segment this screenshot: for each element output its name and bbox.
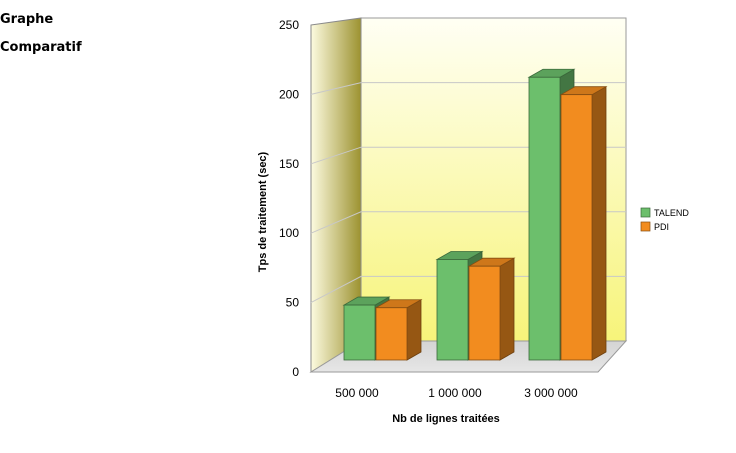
legend-swatch (640, 207, 651, 218)
x-tick-label: 1 000 000 (428, 386, 482, 400)
x-axis-title: Nb de lignes traitées (392, 413, 500, 425)
bar-front (528, 76, 561, 361)
bar-front (343, 304, 376, 361)
legend-swatch (640, 221, 651, 232)
x-axis-ticks: 500 000 1 000 000 3 000 000 (335, 386, 578, 400)
y-tick-label: 50 (286, 296, 300, 310)
heading-line-2: Comparatif (0, 40, 82, 55)
bar-side (591, 85, 607, 361)
page-heading: Graphe Comparatif (0, 6, 200, 62)
y-tick-label: 0 (292, 365, 299, 379)
x-tick-label: 500 000 (335, 386, 379, 400)
bar-front (468, 265, 501, 361)
bar (559, 85, 608, 361)
bar-side (406, 299, 422, 361)
bars (342, 68, 608, 361)
y-axis-ticks: 0 50 100 150 200 250 (279, 18, 299, 379)
bar (374, 299, 423, 361)
bar-side (499, 257, 515, 361)
bar-front (375, 307, 408, 361)
y-tick-label: 200 (279, 87, 299, 101)
y-tick-label: 150 (279, 157, 299, 171)
legend-label: TALEND (654, 208, 689, 218)
x-tick-label: 3 000 000 (524, 386, 578, 400)
legend: TALEND PDI (640, 207, 689, 232)
y-axis-title: Tps de traitement (sec) (257, 151, 269, 272)
bar-front (560, 94, 593, 361)
heading-line-1: Graphe (0, 12, 54, 27)
y-tick-label: 100 (279, 226, 299, 240)
legend-label: PDI (654, 222, 669, 232)
bar (467, 257, 516, 361)
y-tick-label: 250 (279, 18, 299, 32)
bar-front (436, 259, 469, 361)
